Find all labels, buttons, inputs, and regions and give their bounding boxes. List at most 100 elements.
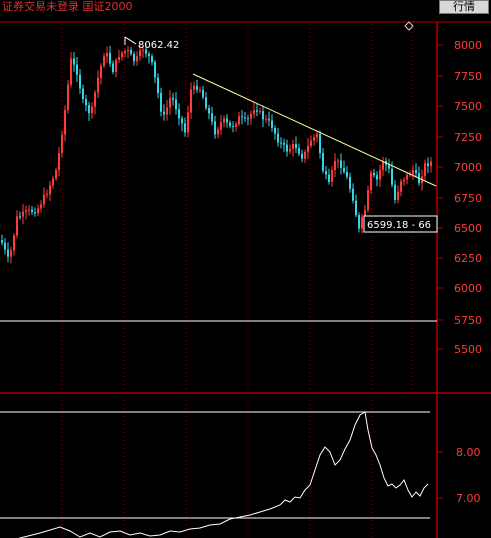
candle-body [388, 164, 390, 169]
candle-body [133, 53, 135, 62]
candle-body [142, 49, 144, 51]
candle-body [148, 53, 150, 57]
price-label-7750: 7750 [454, 70, 482, 83]
candle-body [166, 107, 168, 115]
candle-body [337, 160, 339, 162]
candle-body [91, 106, 93, 114]
candle-body [172, 97, 174, 100]
candle-body [295, 144, 297, 149]
candle-body [292, 144, 294, 149]
candle-body [253, 110, 255, 114]
candle-body [304, 151, 306, 159]
candle-body [40, 204, 42, 209]
top-status-bar: 证券交易未登录 国证2000 行情 [0, 0, 491, 14]
candle-body [139, 50, 141, 57]
candle-body [310, 140, 312, 146]
candle-body [67, 84, 69, 110]
candle-body [268, 118, 270, 121]
candle-body [169, 97, 171, 108]
candle-body [241, 116, 243, 118]
candle-body [397, 191, 399, 200]
candle-body [214, 121, 216, 135]
candle-body [415, 169, 417, 174]
candle-body [97, 77, 99, 93]
candle-body [373, 172, 375, 176]
candle-body [277, 133, 279, 143]
candle-body [136, 56, 138, 62]
candle-body [202, 89, 204, 98]
candle-body [391, 168, 393, 185]
candle-body [58, 152, 60, 171]
candle-body [112, 63, 114, 72]
candle-body [121, 53, 123, 57]
candle-body [4, 242, 6, 250]
candle-body [427, 163, 429, 166]
price-label-7000: 7000 [454, 161, 482, 174]
candle-body [256, 110, 258, 112]
candle-body [364, 210, 366, 218]
candle-body [244, 117, 246, 119]
candle-body [145, 49, 147, 54]
candle-body [109, 52, 111, 64]
login-status-text: 证券交易未登录 国证2000 [2, 0, 133, 13]
candle-body [55, 170, 57, 179]
candle-body [283, 143, 285, 145]
candle-body [370, 172, 372, 191]
candle-body [262, 111, 264, 120]
candle-body [307, 145, 309, 152]
candle-body [352, 188, 354, 201]
candle-body [175, 99, 177, 110]
candle-body [193, 85, 195, 90]
trendline[interactable] [192, 73, 437, 187]
candle-body [412, 169, 414, 175]
candle-body [211, 113, 213, 122]
candle-body [37, 208, 39, 214]
candle-body [274, 127, 276, 134]
candle-body [409, 174, 411, 176]
candle-body [334, 161, 336, 171]
candle-body [157, 77, 159, 93]
candle-body [1, 240, 3, 243]
candle-body [154, 62, 156, 78]
candle-body [70, 58, 72, 85]
candle-body [430, 161, 432, 166]
candle-body [103, 56, 105, 66]
candle-body [250, 113, 252, 120]
candle-body [217, 129, 219, 135]
candle-body [151, 56, 153, 63]
candle-body [229, 122, 231, 126]
candle-body [208, 108, 210, 114]
candle-body [184, 123, 186, 133]
price-label-6750: 6750 [454, 192, 482, 205]
candle-body [271, 120, 273, 128]
candle-body [118, 56, 120, 60]
candle-body [199, 89, 201, 91]
candle-body [85, 99, 87, 106]
price-label-6000: 6000 [454, 282, 482, 295]
candle-body [31, 209, 33, 213]
price-label-6500: 6500 [454, 222, 482, 235]
candle-body [181, 118, 183, 124]
candle-body [76, 64, 78, 75]
candle-body [358, 215, 360, 229]
candle-body [115, 59, 117, 72]
candle-body [52, 178, 54, 186]
price-label-6250: 6250 [454, 252, 482, 265]
candle-body [13, 235, 15, 251]
candle-body [205, 97, 207, 109]
quote-button[interactable]: 行情 [439, 0, 489, 14]
candle-body [331, 170, 333, 183]
candle-body [64, 109, 66, 135]
diamond-icon[interactable] [404, 21, 414, 31]
candle-body [127, 49, 129, 52]
candle-body [16, 216, 18, 236]
candle-body [124, 51, 126, 54]
candle-body [376, 175, 378, 180]
candle-body [343, 167, 345, 172]
candle-body [43, 194, 45, 205]
candle-body [325, 170, 327, 175]
candle-body [400, 181, 402, 192]
candlestick-series[interactable] [1, 43, 432, 264]
candle-body [319, 133, 321, 153]
